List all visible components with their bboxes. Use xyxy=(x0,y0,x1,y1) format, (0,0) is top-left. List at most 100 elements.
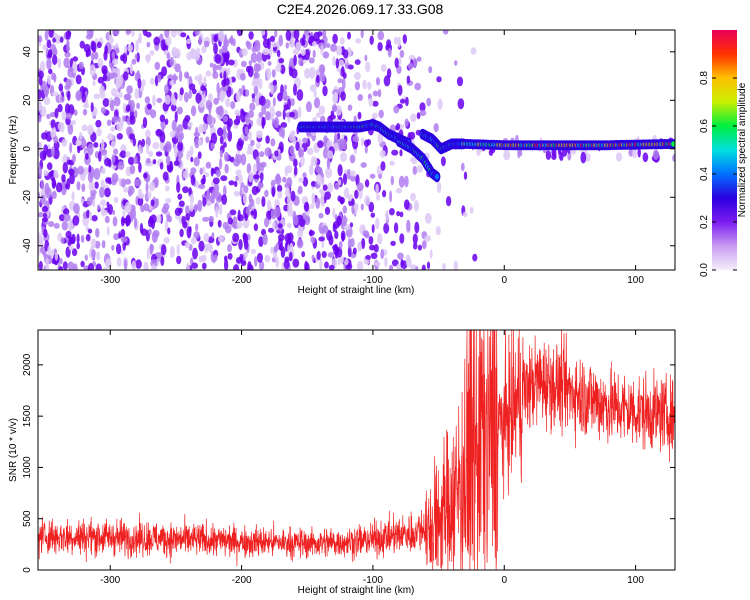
spectrogram-speck xyxy=(260,30,266,36)
spectrogram-speck xyxy=(64,51,71,58)
spectrogram-speck xyxy=(342,205,348,214)
spectrogram-speck xyxy=(189,203,194,212)
spectrogram-speck xyxy=(210,191,217,199)
spectrogram-speck xyxy=(117,161,125,171)
spectrogram-speck xyxy=(43,96,51,106)
spectrogram-speck xyxy=(253,223,259,232)
spectrogram-speck xyxy=(193,231,200,239)
spectrogram-speck xyxy=(258,236,264,248)
spectrogram-speck xyxy=(219,135,224,145)
spectrogram-speck xyxy=(166,52,171,60)
spectrogram-speck xyxy=(87,263,95,270)
spectrogram-speck xyxy=(289,145,295,156)
spectrogram-speck xyxy=(120,216,125,227)
spectrogram-speck xyxy=(202,196,207,207)
spectrogram-speck xyxy=(172,75,179,81)
spectrogram-speck xyxy=(442,262,446,270)
spectrogram-speck xyxy=(347,31,351,40)
spectrogram-speck xyxy=(134,88,140,100)
x-tick-label: 0 xyxy=(501,575,507,586)
spectrogram-speck xyxy=(327,252,335,258)
spectrogram-speck xyxy=(171,46,179,58)
spectrogram-speck xyxy=(335,58,339,69)
spectrogram-speck xyxy=(457,98,465,110)
spectrogram-speck xyxy=(43,170,49,177)
spectrogram-speck xyxy=(268,227,274,233)
spectrogram-speck xyxy=(145,136,151,147)
spectrogram-speck xyxy=(97,76,105,84)
spectrogram-speck xyxy=(219,158,223,170)
spectrogram-speck xyxy=(327,150,334,160)
spectrogram-speck xyxy=(344,187,350,199)
spectrogram-speck xyxy=(406,75,411,84)
spectrogram-speck xyxy=(184,241,191,249)
spectrogram-speck xyxy=(51,178,56,189)
spectrogram-speck xyxy=(72,153,76,163)
spectrogram-speck xyxy=(176,106,183,115)
spectrogram-speck xyxy=(293,214,299,226)
spectrogram-speck xyxy=(245,89,250,97)
spectrogram-speck xyxy=(123,187,130,193)
spectrogram-speck xyxy=(38,260,43,270)
spectrogram-speck xyxy=(360,203,364,211)
spectrogram-speck xyxy=(177,193,183,200)
spectrogram-speck xyxy=(111,51,116,60)
spectrogram-speck xyxy=(277,223,283,229)
spectrogram-speck xyxy=(118,232,122,239)
spectrogram-speck xyxy=(215,192,223,203)
spectrogram-speck xyxy=(165,35,172,47)
spectrogram-speck xyxy=(377,42,383,52)
spectrogram-speck xyxy=(176,181,181,193)
spectrogram-speck xyxy=(519,149,523,157)
spectrogram-speck xyxy=(399,233,405,244)
spectrogram-speck xyxy=(389,208,395,216)
spectrogram-speck xyxy=(347,64,354,70)
spectrogram-speck xyxy=(97,204,101,210)
colorbar-tick-label: 0.6 xyxy=(699,119,710,133)
spectrogram-speck xyxy=(113,233,120,241)
spectrogram-speck xyxy=(122,115,126,122)
spectrogram-speck xyxy=(61,220,69,231)
spectrogram-speck xyxy=(370,212,376,218)
spectrogram-speck xyxy=(157,74,162,83)
spectrogram-speck xyxy=(191,262,199,269)
colorbar-tick-label: 0.2 xyxy=(699,215,710,229)
spectrogram-speck xyxy=(212,63,217,74)
spectrogram-speck xyxy=(101,167,106,175)
spectrogram-speck xyxy=(53,136,58,144)
spectrogram-speck xyxy=(213,254,218,262)
spectrogram-speck xyxy=(53,169,59,179)
spectrogram-speck xyxy=(208,102,212,115)
spectrogram-speck xyxy=(255,142,261,149)
spectrogram-speck xyxy=(85,50,89,58)
spectrogram-speck xyxy=(391,149,399,156)
spectrogram-speck xyxy=(197,151,202,159)
spectrogram-speck xyxy=(302,137,308,144)
spectrogram-speck xyxy=(67,221,74,232)
spectrogram-speck xyxy=(351,198,355,207)
spectrogram-speck xyxy=(265,111,271,121)
spectrogram-speck xyxy=(412,242,418,250)
spectrogram-speck xyxy=(390,240,396,246)
spectrogram-speck xyxy=(219,149,223,159)
spectrogram-speck xyxy=(43,85,50,96)
spectrogram-speck xyxy=(54,252,59,261)
spectrogram-speck xyxy=(253,174,260,180)
spectrogram-speck xyxy=(355,38,362,44)
spectrogram-speck xyxy=(124,201,132,214)
spectrogram-speck xyxy=(317,140,324,149)
spectrogram-speck xyxy=(206,189,210,200)
spectrogram-speck xyxy=(274,30,278,38)
spectrogram-speck xyxy=(205,161,212,169)
spectrogram-speck xyxy=(151,264,156,270)
spectrogram-speck xyxy=(272,221,276,230)
spectrogram-speck xyxy=(160,256,165,266)
spectrogram-speck xyxy=(270,208,277,220)
spectrogram-speck xyxy=(73,203,80,214)
colorbar-label: Normalized spectral amplitude xyxy=(737,82,748,217)
spectrogram-speck xyxy=(52,54,58,65)
spectrogram-speck xyxy=(47,49,53,58)
spectrogram-speck xyxy=(161,206,168,214)
spectrogram-speck xyxy=(322,147,329,159)
spectrogram-speck xyxy=(377,233,383,245)
